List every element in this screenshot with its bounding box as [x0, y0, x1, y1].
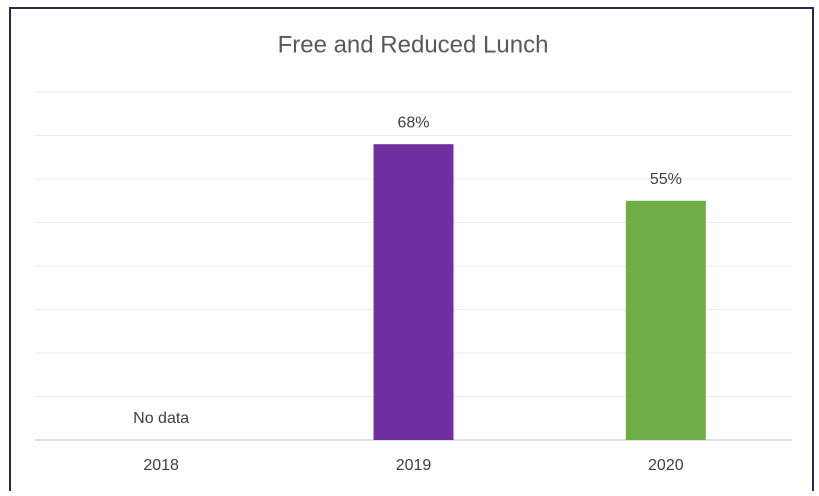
- data-label: 55%: [650, 171, 682, 188]
- data-label: No data: [133, 410, 189, 427]
- x-tick-label: 2020: [648, 457, 684, 474]
- bar: [373, 144, 454, 440]
- x-tick-label: 2018: [143, 457, 179, 474]
- x-tick-label: 2019: [396, 457, 432, 474]
- chart-title: Free and Reduced Lunch: [278, 31, 549, 58]
- bar: [625, 200, 706, 440]
- data-label: 68%: [397, 114, 429, 131]
